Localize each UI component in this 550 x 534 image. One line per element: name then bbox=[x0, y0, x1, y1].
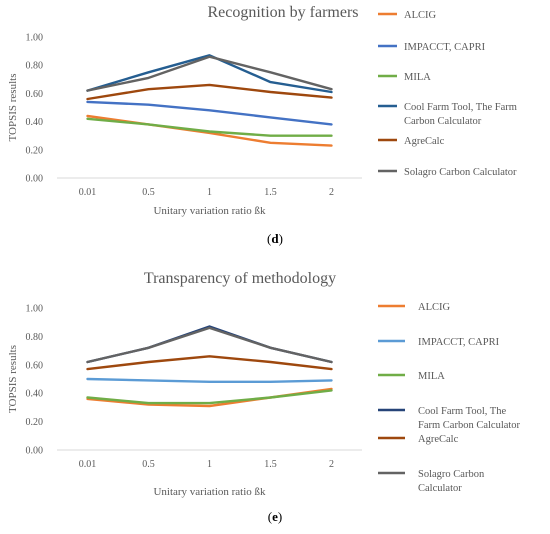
series-line bbox=[86, 117, 333, 137]
legend-item: IMPACCT, CAPRI bbox=[378, 337, 500, 348]
chart-panel-e: Transparency of methodology 0.00 0.20 0.40 0… bbox=[7, 270, 521, 524]
panel-label-letter: e bbox=[272, 509, 278, 524]
y-axis-label: TOPSIS results bbox=[7, 345, 19, 413]
series-line bbox=[86, 100, 333, 126]
legend-item: Solagro Carbon Calculator bbox=[378, 167, 517, 178]
y-tick-label: 0.40 bbox=[26, 117, 44, 128]
panel-label: (e) bbox=[268, 509, 282, 524]
legend-label: MILA bbox=[418, 371, 445, 382]
legend-label: ALCIG bbox=[418, 302, 450, 313]
legend-item: MILA bbox=[378, 72, 431, 83]
panel-label: (d) bbox=[267, 231, 283, 246]
x-tick-label: 0.01 bbox=[79, 187, 97, 198]
panel-label-open: ( bbox=[267, 231, 271, 246]
y-tick-label: 0.80 bbox=[26, 61, 44, 72]
series-line bbox=[86, 55, 333, 92]
legend-label: Cool Farm Tool, The Farm bbox=[404, 102, 517, 113]
legend-item: ALCIG bbox=[378, 10, 436, 21]
legend-label: Calculator bbox=[418, 483, 462, 494]
x-tick-label: 1.5 bbox=[264, 187, 277, 198]
y-tick-label: 0.40 bbox=[26, 389, 44, 400]
y-axis-label: TOPSIS results bbox=[7, 74, 19, 142]
chart-title: Recognition by farmers bbox=[207, 4, 358, 21]
legend-label: IMPACCT, CAPRI bbox=[418, 337, 500, 348]
series-line bbox=[86, 377, 333, 383]
legend: ALCIG IMPACCT, CAPRI MILA Cool Farm Tool, T… bbox=[378, 10, 517, 178]
x-tick-label: 1 bbox=[207, 187, 212, 198]
legend-label: AgreCalc bbox=[404, 136, 445, 147]
series-line bbox=[86, 54, 333, 94]
panel-label-close: ) bbox=[278, 509, 282, 524]
legend-item: Cool Farm Tool, The Farm Carbon Calculato… bbox=[378, 102, 517, 127]
legend-label: Solagro Carbon Calculator bbox=[404, 167, 517, 178]
legend-item: ALCIG bbox=[378, 302, 450, 313]
y-tick-label: 0.00 bbox=[26, 174, 44, 185]
x-tick-label: 1.5 bbox=[264, 459, 277, 470]
legend: ALCIG IMPACCT, CAPRI MILA Cool Farm Tool, T… bbox=[378, 302, 521, 494]
x-tick-label: 0.5 bbox=[142, 459, 155, 470]
legend-item: Cool Farm Tool, The Farm Carbon Calculato… bbox=[378, 406, 521, 431]
x-axis-label: Unitary variation ratio ßk bbox=[153, 486, 266, 498]
legend-label: Carbon Calculator bbox=[404, 116, 482, 127]
series-line bbox=[86, 389, 333, 405]
chart-title: Transparency of methodology bbox=[144, 270, 336, 287]
y-tick-label: 0.60 bbox=[26, 360, 44, 371]
series-line bbox=[86, 355, 333, 371]
panel-label-open: ( bbox=[268, 509, 272, 524]
legend-label: AgreCalc bbox=[418, 434, 459, 445]
y-tick-label: 1.00 bbox=[26, 33, 44, 44]
legend-item: MILA bbox=[378, 371, 445, 382]
legend-item: AgreCalc bbox=[378, 434, 459, 445]
x-tick-label: 0.01 bbox=[79, 459, 97, 470]
panel-label-close: ) bbox=[279, 231, 283, 246]
y-tick-label: 0.20 bbox=[26, 145, 44, 156]
series-line bbox=[86, 326, 333, 364]
legend-label: Cool Farm Tool, The bbox=[418, 406, 506, 417]
y-tick-label: 0.60 bbox=[26, 89, 44, 100]
x-axis-label: Unitary variation ratio ßk bbox=[153, 205, 266, 217]
legend-label: Solagro Carbon bbox=[418, 469, 485, 480]
legend-label: Farm Carbon Calculator bbox=[418, 420, 521, 431]
legend-label: MILA bbox=[404, 72, 431, 83]
y-tick-label: 0.20 bbox=[26, 417, 44, 428]
x-tick-label: 2 bbox=[329, 187, 334, 198]
y-tick-label: 0.00 bbox=[26, 446, 44, 457]
y-tick-label: 0.80 bbox=[26, 332, 44, 343]
legend-item: AgreCalc bbox=[378, 136, 445, 147]
legend-item: IMPACCT, CAPRI bbox=[378, 42, 486, 53]
x-tick-label: 2 bbox=[329, 459, 334, 470]
y-tick-label: 1.00 bbox=[26, 304, 44, 315]
chart-panel-d: Recognition by farmers 0.00 0.20 0.40 0.60 0.… bbox=[7, 4, 517, 246]
legend-item: Solagro Carbon Calculator bbox=[378, 469, 485, 494]
panel-label-letter: d bbox=[271, 231, 279, 246]
series-line bbox=[86, 83, 333, 101]
legend-label: IMPACCT, CAPRI bbox=[404, 42, 486, 53]
x-tick-label: 0.5 bbox=[142, 187, 155, 198]
x-tick-label: 1 bbox=[207, 459, 212, 470]
legend-label: ALCIG bbox=[404, 10, 436, 21]
